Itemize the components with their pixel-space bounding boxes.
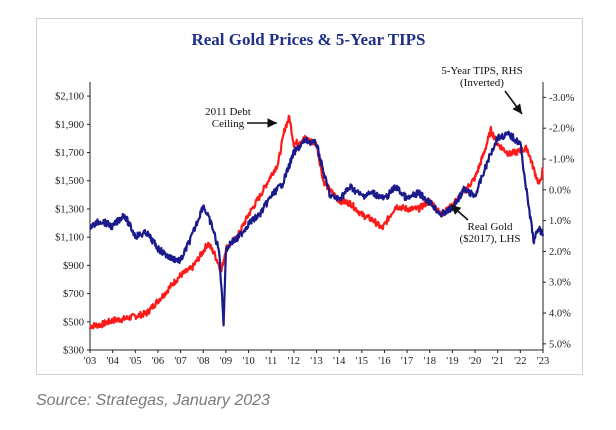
right-tick-label: -3.0% — [549, 93, 575, 104]
left-tick-label: $1,700 — [55, 148, 84, 159]
annotation-text: 5-Year TIPS, RHS — [441, 65, 523, 77]
annotation-text: Ceiling — [212, 118, 245, 130]
right-tick-label: -2.0% — [549, 124, 575, 135]
tips-series-line — [89, 130, 545, 327]
x-tick-label: '03 — [84, 356, 96, 367]
annotation-text: ($2017), LHS — [459, 233, 520, 245]
x-tick-label: '17 — [401, 356, 413, 367]
right-tick-label: 1.0% — [549, 216, 571, 227]
x-tick-label: '06 — [152, 356, 164, 367]
left-tick-label: $1,300 — [55, 204, 84, 215]
x-tick-label: '19 — [446, 356, 458, 367]
left-tick-label: $1,100 — [55, 233, 84, 244]
annotation-text: 2011 Debt — [205, 106, 251, 118]
right-tick-label: -1.0% — [549, 155, 575, 166]
left-tick-label: $300 — [63, 346, 84, 357]
right-axis-ticks: -3.0% -2.0% -1.0% 0.0% 1.0% 2.0% 3.0% 4.0% 5.0% — [543, 93, 575, 350]
x-tick-label: '07 — [174, 356, 186, 367]
left-tick-label: $2,100 — [55, 92, 84, 103]
x-tick-label: '10 — [242, 356, 254, 367]
left-axis-ticks: $300 $500 $700 $900 $1,100 $1,300 $1,500 $1,700… — [55, 92, 90, 357]
annotation-text: Real Gold — [468, 221, 513, 233]
right-tick-label: 0.0% — [549, 185, 571, 196]
x-tick-label: '04 — [106, 356, 119, 367]
annotation-arrow — [450, 204, 469, 221]
x-tick-label: '08 — [197, 356, 209, 367]
x-tick-label: '15 — [356, 356, 368, 367]
x-tick-label: '20 — [469, 356, 481, 367]
x-tick-label: '11 — [265, 356, 277, 367]
x-tick-label: '09 — [220, 356, 232, 367]
left-tick-label: $700 — [63, 289, 84, 300]
right-tick-label: 2.0% — [549, 247, 571, 258]
x-tick-label: '18 — [424, 356, 436, 367]
x-tick-label: '13 — [310, 356, 322, 367]
right-tick-label: 4.0% — [549, 309, 571, 320]
x-tick-label: '23 — [537, 356, 549, 367]
left-tick-label: $1,900 — [55, 120, 84, 131]
series-layer — [89, 114, 545, 330]
x-tick-label: '21 — [491, 356, 503, 367]
left-tick-label: $500 — [63, 317, 84, 328]
chart-title: Real Gold Prices & 5-Year TIPS — [191, 30, 426, 49]
right-tick-label: 3.0% — [549, 278, 571, 289]
x-tick-label: '22 — [514, 356, 526, 367]
x-tick-label: '16 — [378, 356, 390, 367]
annotation-text: (Inverted) — [460, 77, 504, 89]
x-tick-label: '12 — [288, 356, 300, 367]
left-tick-label: $900 — [63, 261, 84, 272]
x-tick-label: '05 — [129, 356, 141, 367]
right-tick-label: 5.0% — [549, 339, 571, 350]
left-tick-label: $1,500 — [55, 176, 84, 187]
annotation-arrow — [504, 90, 523, 115]
x-tick-label: '14 — [333, 356, 346, 367]
source-caption: Source: Strategas, January 2023 — [36, 392, 270, 409]
plot-area — [89, 82, 544, 351]
x-axis-ticks: '03 '04 '05 '06 '07 '08 '09 '10 '11 '12 '13 '14 '15 '… — [84, 350, 549, 367]
